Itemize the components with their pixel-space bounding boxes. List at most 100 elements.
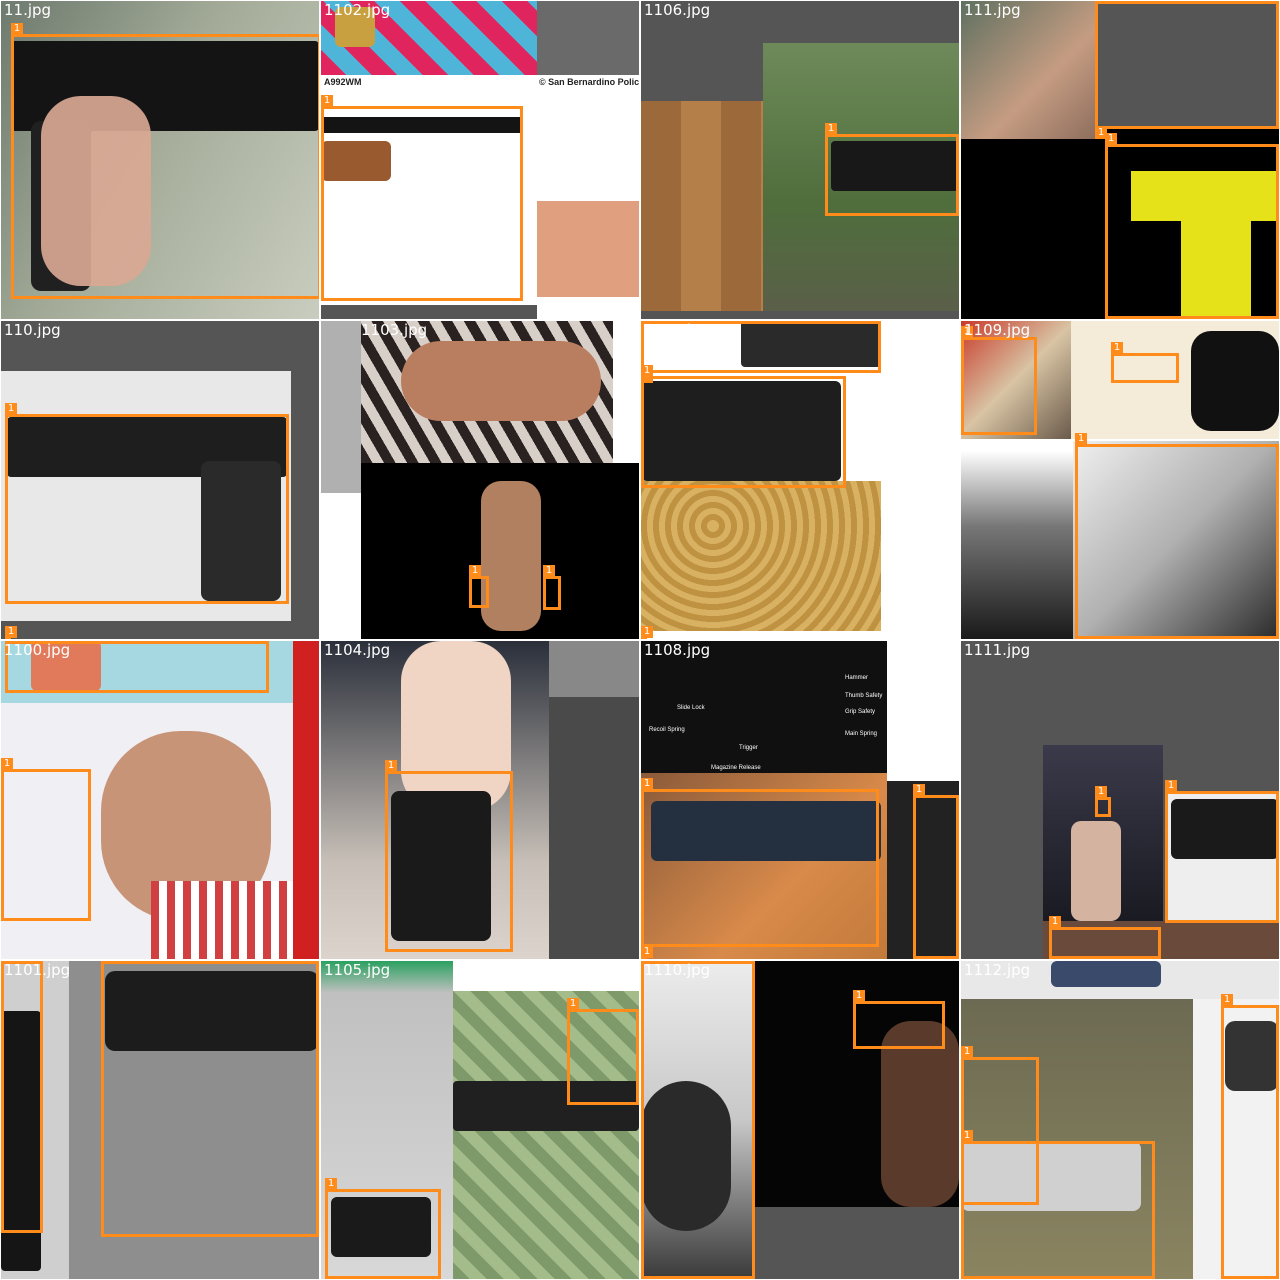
- detection-label: 1: [1075, 433, 1087, 445]
- detection-box: 1: [1111, 342, 1179, 383]
- detection-box: 1: [1095, 786, 1111, 817]
- legs: [1071, 821, 1121, 921]
- photo-weapons-table: [453, 991, 639, 1279]
- detection-label: 1: [853, 990, 865, 1002]
- detection-box: 1: [913, 784, 959, 959]
- detection-label: 1: [101, 961, 113, 962]
- tile-1102: A992WM © San Bernardino Polic 1102.jpg 1: [321, 1, 639, 319]
- file-name: 1105.jpg: [324, 961, 391, 979]
- tile-1106: 1106.jpg 1: [641, 1, 959, 319]
- photo-face: [961, 1, 1095, 139]
- detection-label: 1: [641, 946, 653, 958]
- caption-credit: © San Bernardino Polic: [539, 77, 639, 87]
- photo-arm: [537, 201, 639, 297]
- pistol: [391, 791, 491, 941]
- tile-1108: Hammer Thumb Safety Slide Lock Grip Safe…: [641, 641, 959, 959]
- ammo-pile: [641, 481, 881, 631]
- annotation: Trigger: [739, 745, 758, 751]
- yellow-gun-grip: [1181, 211, 1251, 319]
- rifle-stock: [321, 141, 391, 181]
- annotation: Magazine Release: [711, 765, 761, 771]
- magazine: [1, 1011, 41, 1271]
- file-name: 1112.jpg: [964, 961, 1031, 979]
- photo-gun-case: [961, 321, 1071, 439]
- file-name: 1100.jpg: [4, 641, 71, 659]
- revolver: [105, 971, 319, 1051]
- annotation: Slide Lock: [677, 705, 705, 711]
- detection-label: 1: [641, 365, 653, 377]
- annotation: Main Spring: [845, 731, 878, 737]
- detection-label: 1: [543, 565, 555, 577]
- detection-box: 1: [101, 961, 319, 1237]
- detection-box: 1: [1095, 1, 1279, 139]
- detection-box: 1: [11, 23, 319, 299]
- detection-box: 1: [825, 123, 959, 216]
- arm: [401, 341, 601, 421]
- detection-box: 1: [5, 641, 269, 693]
- hand: [401, 641, 511, 811]
- pistol-bullets: [641, 381, 841, 481]
- tile-110: 110.jpg 1 1: [1, 321, 319, 639]
- detection-label: 1: [1111, 342, 1123, 354]
- detection-box: 1: [325, 1178, 441, 1279]
- detection-label: 1: [469, 565, 481, 577]
- detection-label: 1: [641, 961, 653, 962]
- caption-plate: A992WM: [324, 77, 362, 87]
- letterbox-bottom: [321, 305, 537, 319]
- detection-label: 1: [1095, 127, 1107, 139]
- detection-label: 1: [1, 758, 13, 770]
- detection-box: 1: [1075, 433, 1279, 639]
- revolver-cylinder: [641, 1081, 731, 1231]
- detection-box: 1: [469, 565, 489, 608]
- detection-label: 1: [567, 998, 579, 1010]
- detection-label: 1: [11, 23, 23, 35]
- detection-box: 1: [641, 778, 879, 947]
- tile-1109: 1109.jpg 1 1 1: [961, 321, 1279, 639]
- photo-red-edge: [293, 641, 319, 959]
- tile-1105: 1105.jpg 1 1: [321, 961, 639, 1279]
- detection-label: 1: [961, 1130, 973, 1142]
- annotation: Thumb Safety: [845, 693, 883, 699]
- file-name: 1110.jpg: [644, 961, 711, 979]
- photo-1911-closeup: [1073, 441, 1279, 639]
- tile-1110: 1110.jpg 1 1: [641, 961, 959, 1279]
- detection-label: 1: [961, 326, 973, 338]
- file-name: 1103.jpg: [361, 321, 428, 339]
- tile-1111: 1111.jpg 1 1 1: [961, 641, 1279, 959]
- tile-111: 111.jpg 1 1: [961, 1, 1279, 319]
- tile-1100: 1100.jpg 1 1: [1, 641, 319, 959]
- file-name: 111.jpg: [964, 1, 1021, 19]
- letterbox-bottom: [1, 621, 101, 639]
- pistol-floor: [331, 1197, 431, 1257]
- detection-box: 1: [1221, 994, 1279, 1279]
- detection-box: 1: [1, 961, 43, 1233]
- detection-box: 1: [1105, 133, 1279, 319]
- man-coat: [1191, 331, 1279, 431]
- plaid-shirt: [151, 881, 293, 959]
- figure: [481, 481, 541, 631]
- file-name: 1108.jpg: [644, 641, 711, 659]
- file-name: 1104.jpg: [324, 641, 391, 659]
- annotation: Recoil Spring: [649, 727, 685, 733]
- file-name: 1109.jpg: [964, 321, 1031, 339]
- file-name: 1101.jpg: [4, 961, 71, 979]
- annotation: Hammer: [845, 675, 869, 681]
- pistol: [831, 141, 959, 191]
- detection-box: 1: [641, 961, 755, 1279]
- pistol-grip: [201, 461, 281, 601]
- annotation: Grip Safety: [845, 709, 876, 715]
- bullets: [335, 7, 375, 47]
- detection-box: 1: [641, 365, 846, 488]
- blur-object: [1225, 1021, 1279, 1091]
- detection-box: 1: [1165, 780, 1279, 923]
- detection-box: 1: [385, 760, 513, 952]
- detection-box: 1: [853, 990, 945, 1049]
- detection-box: 1: [567, 998, 639, 1105]
- grip-fragment: [31, 641, 101, 691]
- detection-box: 1: [1049, 916, 1161, 959]
- revolver: [1171, 799, 1279, 859]
- detection-label: 1: [641, 778, 653, 790]
- woman-hair: [881, 1021, 959, 1207]
- photo-diagram: [641, 641, 887, 773]
